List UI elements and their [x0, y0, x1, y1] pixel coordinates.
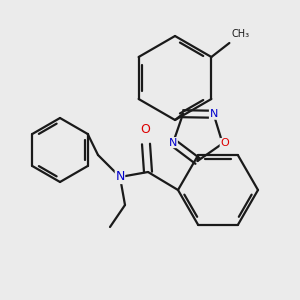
Text: O: O	[220, 139, 229, 148]
Text: O: O	[140, 123, 150, 136]
Text: N: N	[115, 170, 125, 184]
Text: N: N	[169, 138, 177, 148]
Text: N: N	[209, 109, 218, 119]
Text: CH₃: CH₃	[231, 29, 250, 39]
